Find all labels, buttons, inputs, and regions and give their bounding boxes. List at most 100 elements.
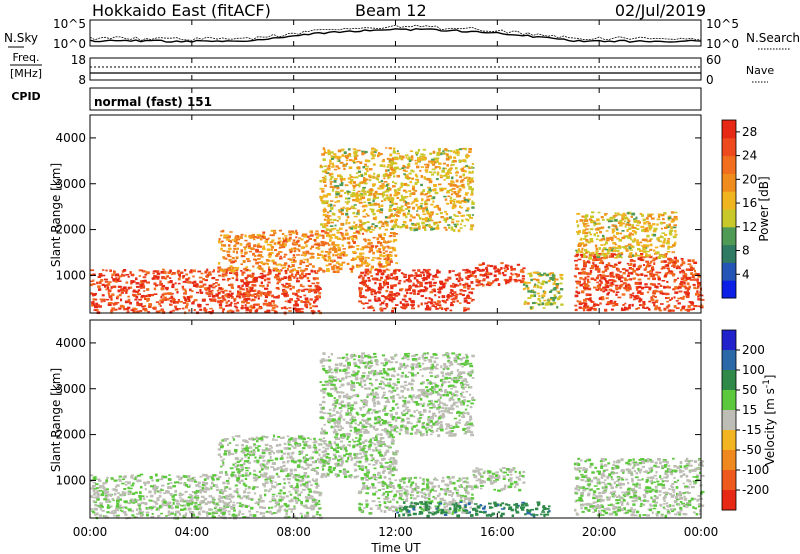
- echo-cell-6: [604, 253, 608, 256]
- echo-cell-7: [347, 177, 352, 180]
- echo-cell-7: [336, 157, 340, 160]
- echo-cell-6: [621, 236, 625, 240]
- echo-cell-7: [380, 225, 385, 228]
- echo-cell-5: [600, 275, 603, 278]
- echo-cell-7: [451, 190, 454, 193]
- echo-cell-1: [293, 250, 297, 253]
- echo-cell-3: [505, 281, 510, 284]
- echo-cell-0: [319, 514, 322, 516]
- echo-cell-0: [304, 514, 308, 518]
- echo-cell-7: [349, 174, 352, 177]
- echo-cell-1: [371, 259, 375, 261]
- echo-cell-0: [252, 476, 256, 480]
- echo-cell-2: [379, 285, 382, 288]
- echo-cell-0: [144, 309, 148, 312]
- echo-cell-1: [388, 254, 393, 257]
- echo-cell-7: [346, 162, 349, 165]
- echo-cell-5: [698, 298, 702, 301]
- echo-cell-0: [271, 493, 276, 496]
- echo-cell-7: [324, 175, 327, 178]
- echo-cell-5: [612, 265, 616, 268]
- echo-cell-2: [386, 283, 390, 286]
- echo-cell-6: [660, 227, 664, 230]
- echo-cell-3: [510, 268, 513, 272]
- echo-cell-0: [268, 270, 272, 274]
- echo-cell-1: [296, 241, 300, 243]
- echo-cell-5: [697, 281, 701, 285]
- echo-cell-6: [594, 244, 598, 248]
- echo-cell-7: [408, 156, 411, 160]
- echo-cell-0: [111, 307, 115, 310]
- echo-cell-1: [359, 252, 362, 256]
- echo-cell-4: [548, 302, 552, 304]
- echo-cell-0: [236, 491, 239, 494]
- echo-cell-1: [388, 235, 392, 238]
- echo-cell-0: [271, 476, 275, 480]
- echo-cell-1: [218, 267, 221, 271]
- echo-cell-6: [578, 230, 581, 234]
- echo-cell-0: [258, 499, 263, 503]
- echo-cell-1: [288, 230, 292, 234]
- y-tick-label: 1000: [55, 268, 86, 282]
- echo-cell-1: [269, 241, 274, 243]
- echo-cell-3: [480, 283, 484, 286]
- echo-cell-0: [202, 473, 205, 477]
- echo-cell-0: [302, 477, 305, 480]
- echo-cell-2: [360, 281, 364, 284]
- echo-cell-0: [144, 297, 147, 300]
- echo-cell-7: [359, 228, 362, 232]
- echo-cell-1: [256, 266, 261, 269]
- echo-cell-1: [252, 252, 255, 256]
- echo-cell-1: [383, 240, 386, 243]
- echo-cell-0: [110, 477, 114, 480]
- echo-cell-1: [356, 248, 360, 251]
- echo-cell-0: [292, 488, 296, 490]
- echo-cell-1: [235, 266, 240, 270]
- echo-cell-0: [304, 297, 309, 301]
- echo-cell-5: [591, 266, 594, 269]
- echo-cell-7: [399, 186, 403, 189]
- echo-cell-1: [229, 265, 233, 268]
- echo-cell-0: [160, 484, 165, 487]
- echo-cell-0: [294, 477, 297, 481]
- echo-cell-5: [586, 275, 590, 278]
- echo-cell-0: [148, 294, 151, 297]
- echo-cell-6: [672, 226, 677, 229]
- echo-cell-0: [297, 494, 300, 497]
- echo-cell-0: [255, 477, 258, 481]
- echo-cell-5: [683, 281, 686, 285]
- echo-cell-4: [552, 282, 556, 286]
- echo-cell-0: [105, 479, 109, 482]
- echo-cell-6: [606, 249, 611, 252]
- echo-cell-0: [205, 303, 209, 306]
- echo-cell-5: [652, 257, 657, 261]
- echo-cell-5: [655, 285, 659, 289]
- echo-cell-7: [443, 179, 446, 181]
- echo-cell-0: [169, 310, 173, 314]
- echo-cell-1: [277, 263, 282, 266]
- echo-cell-2: [403, 280, 406, 283]
- echo-cell-6: [595, 238, 599, 241]
- echo-cell-7: [426, 219, 431, 222]
- echo-cell-1: [288, 248, 293, 251]
- echo-cell-5: [629, 286, 632, 288]
- echo-cell-0: [243, 491, 245, 494]
- echo-cell-2: [370, 307, 375, 309]
- echo-cell-2: [431, 305, 435, 307]
- echo-cell-0: [311, 500, 315, 503]
- echo-cell-7: [383, 185, 386, 188]
- echo-cell-0: [111, 276, 114, 279]
- echo-cell-0: [211, 277, 216, 280]
- echo-cell-0: [95, 496, 100, 499]
- echo-cell-5: [604, 308, 608, 312]
- echo-cell-6: [660, 214, 665, 217]
- echo-cell-1: [389, 240, 393, 243]
- echo-cell-7: [414, 223, 417, 227]
- echo-cell-1: [352, 250, 356, 254]
- echo-cell-1: [357, 232, 361, 235]
- echo-cell-7: [410, 169, 414, 172]
- echo-cell-0: [213, 503, 217, 505]
- echo-cell-2: [392, 271, 397, 275]
- echo-cell-5: [653, 262, 656, 265]
- echo-cell-5: [683, 275, 686, 279]
